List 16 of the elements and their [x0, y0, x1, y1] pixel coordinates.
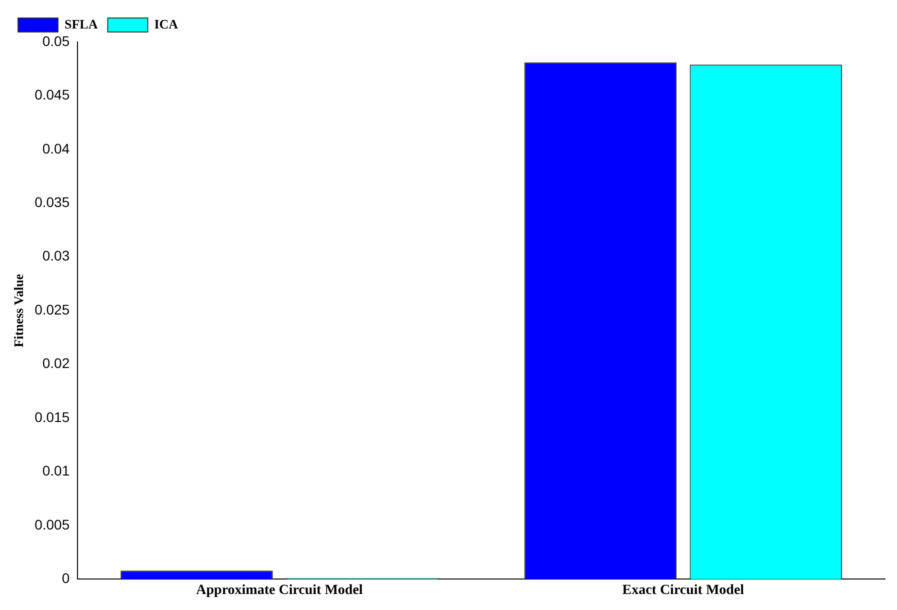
- x-tick-label: Exact Circuit Model: [622, 583, 744, 598]
- y-tick-label: 0.01: [42, 462, 70, 479]
- y-tick-label: 0.045: [34, 86, 70, 103]
- y-tick-label: 0.03: [42, 248, 70, 264]
- y-tick-label: 0.05: [42, 32, 70, 49]
- legend-label: SFLA: [64, 16, 98, 32]
- y-tick-label: 0.015: [34, 408, 70, 425]
- y-tick-label: 0.025: [34, 301, 70, 318]
- y-tick-label: 0.04: [42, 140, 70, 156]
- legend-label: ICA: [154, 16, 179, 32]
- y-tick-label: 0.02: [42, 355, 70, 372]
- y-tick-label: 0.005: [34, 516, 70, 532]
- y-tick-label: 0.035: [34, 194, 70, 210]
- y-tick-label: 0: [62, 570, 70, 586]
- y-axis-title: Fitness Value: [11, 274, 26, 348]
- x-tick-label: Approximate Circuit Model: [196, 583, 363, 598]
